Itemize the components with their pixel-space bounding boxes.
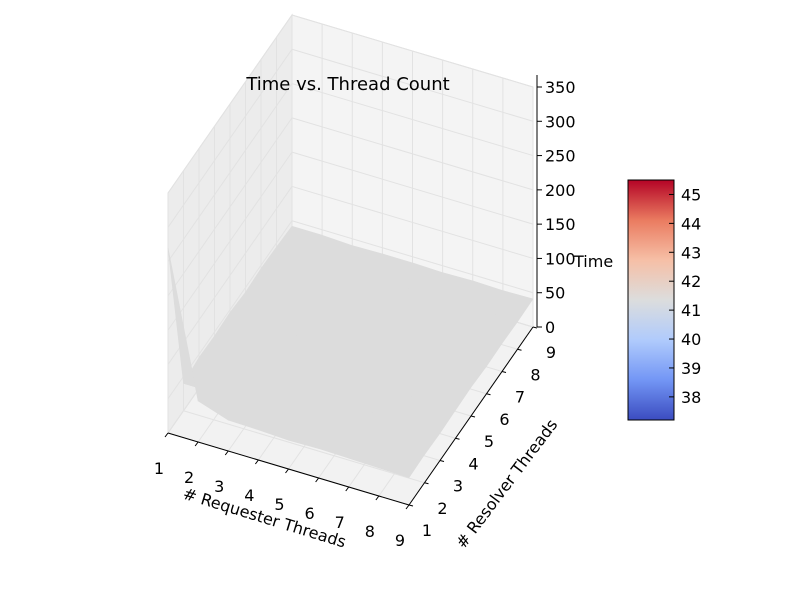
x-tick <box>254 459 259 465</box>
colorbar-tick-label: 44 <box>681 214 701 233</box>
back-grid-line <box>291 151 534 225</box>
x-axis-label: # Requester Threads <box>181 484 348 552</box>
back-grid-line <box>291 117 534 191</box>
surface-plot <box>167 225 534 478</box>
colorbar: 38 39 40 41 42 43 44 45 <box>627 179 701 421</box>
colorbar-tick-label: 41 <box>681 301 701 320</box>
x-tick <box>194 441 199 447</box>
x-tick-label: 9 <box>395 531 405 550</box>
colorbar-tick-label: 39 <box>681 359 701 378</box>
x-tick <box>405 504 410 510</box>
y-tick <box>501 371 507 373</box>
y-tick-label: 3 <box>453 477 463 496</box>
colorbar-rect <box>627 179 675 421</box>
y-tick <box>439 460 445 462</box>
z-tick-label: 0 <box>545 318 555 337</box>
back-grid-line <box>291 14 534 88</box>
y-tick-label: 5 <box>484 432 494 451</box>
y-tick <box>455 437 460 440</box>
left-grid-line <box>167 151 293 331</box>
colorbar-tick-label: 40 <box>681 330 701 349</box>
z-tick-label: 200 <box>545 181 576 200</box>
x-tick <box>315 477 320 483</box>
left-grid-line <box>167 186 293 365</box>
left-grid-line <box>167 48 293 228</box>
x-tick-label: 8 <box>365 522 375 541</box>
z-tick-label: 50 <box>545 284 565 303</box>
floor-grid-line <box>183 410 425 484</box>
y-axis-label: # Resolver Threads <box>452 415 561 551</box>
back-grid-line <box>291 48 534 122</box>
colorbar-tick-label: 38 <box>681 388 701 407</box>
x-tick-label: 3 <box>214 477 224 496</box>
x-tick <box>345 486 350 492</box>
z-tick-label: 350 <box>545 78 576 97</box>
left-grid-line <box>167 117 293 297</box>
y-tick-label: 1 <box>422 521 432 540</box>
y-tick <box>517 348 522 351</box>
x-tick <box>285 468 289 474</box>
z-tick-label: 300 <box>545 112 576 131</box>
surface-patch <box>378 445 425 478</box>
z-tick-label: 100 <box>545 249 576 268</box>
back-grid-line <box>291 83 534 157</box>
y-tick-label: 8 <box>530 365 540 384</box>
y-tick <box>470 415 476 418</box>
chart-title: Time vs. Thread Count <box>246 74 450 95</box>
colorbar-tick-label: 45 <box>681 185 701 204</box>
y-tick <box>532 326 538 329</box>
colorbar-tick-label: 42 <box>681 272 701 291</box>
x-tick <box>224 450 229 456</box>
y-tick <box>424 482 429 485</box>
y-tick-label: 6 <box>499 410 509 429</box>
x-tick-label: 5 <box>274 495 284 514</box>
x-tick-label: 1 <box>154 459 164 478</box>
z-axis-label: Time <box>573 252 613 271</box>
x-tick <box>164 432 169 438</box>
y-tick <box>408 504 414 507</box>
y-tick-label: 4 <box>468 454 478 473</box>
y-tick-label: 2 <box>437 499 447 518</box>
back-grid-line <box>291 220 534 294</box>
y-tick-label: 7 <box>515 388 525 407</box>
z-tick-label: 250 <box>545 147 576 166</box>
x-tick-label: 2 <box>184 468 194 487</box>
z-tick-label: 150 <box>545 215 576 234</box>
y-tick <box>486 393 491 396</box>
left-grid-line <box>167 83 293 262</box>
left-grid-line <box>167 14 293 194</box>
x-tick <box>375 495 380 501</box>
x-tick-label: 7 <box>335 513 345 532</box>
colorbar-tick-label: 43 <box>681 243 701 262</box>
x-tick-label: 6 <box>305 504 315 523</box>
back-grid-line <box>291 185 534 259</box>
y-tick-label: 9 <box>546 343 556 362</box>
x-tick-label: 4 <box>244 486 254 505</box>
